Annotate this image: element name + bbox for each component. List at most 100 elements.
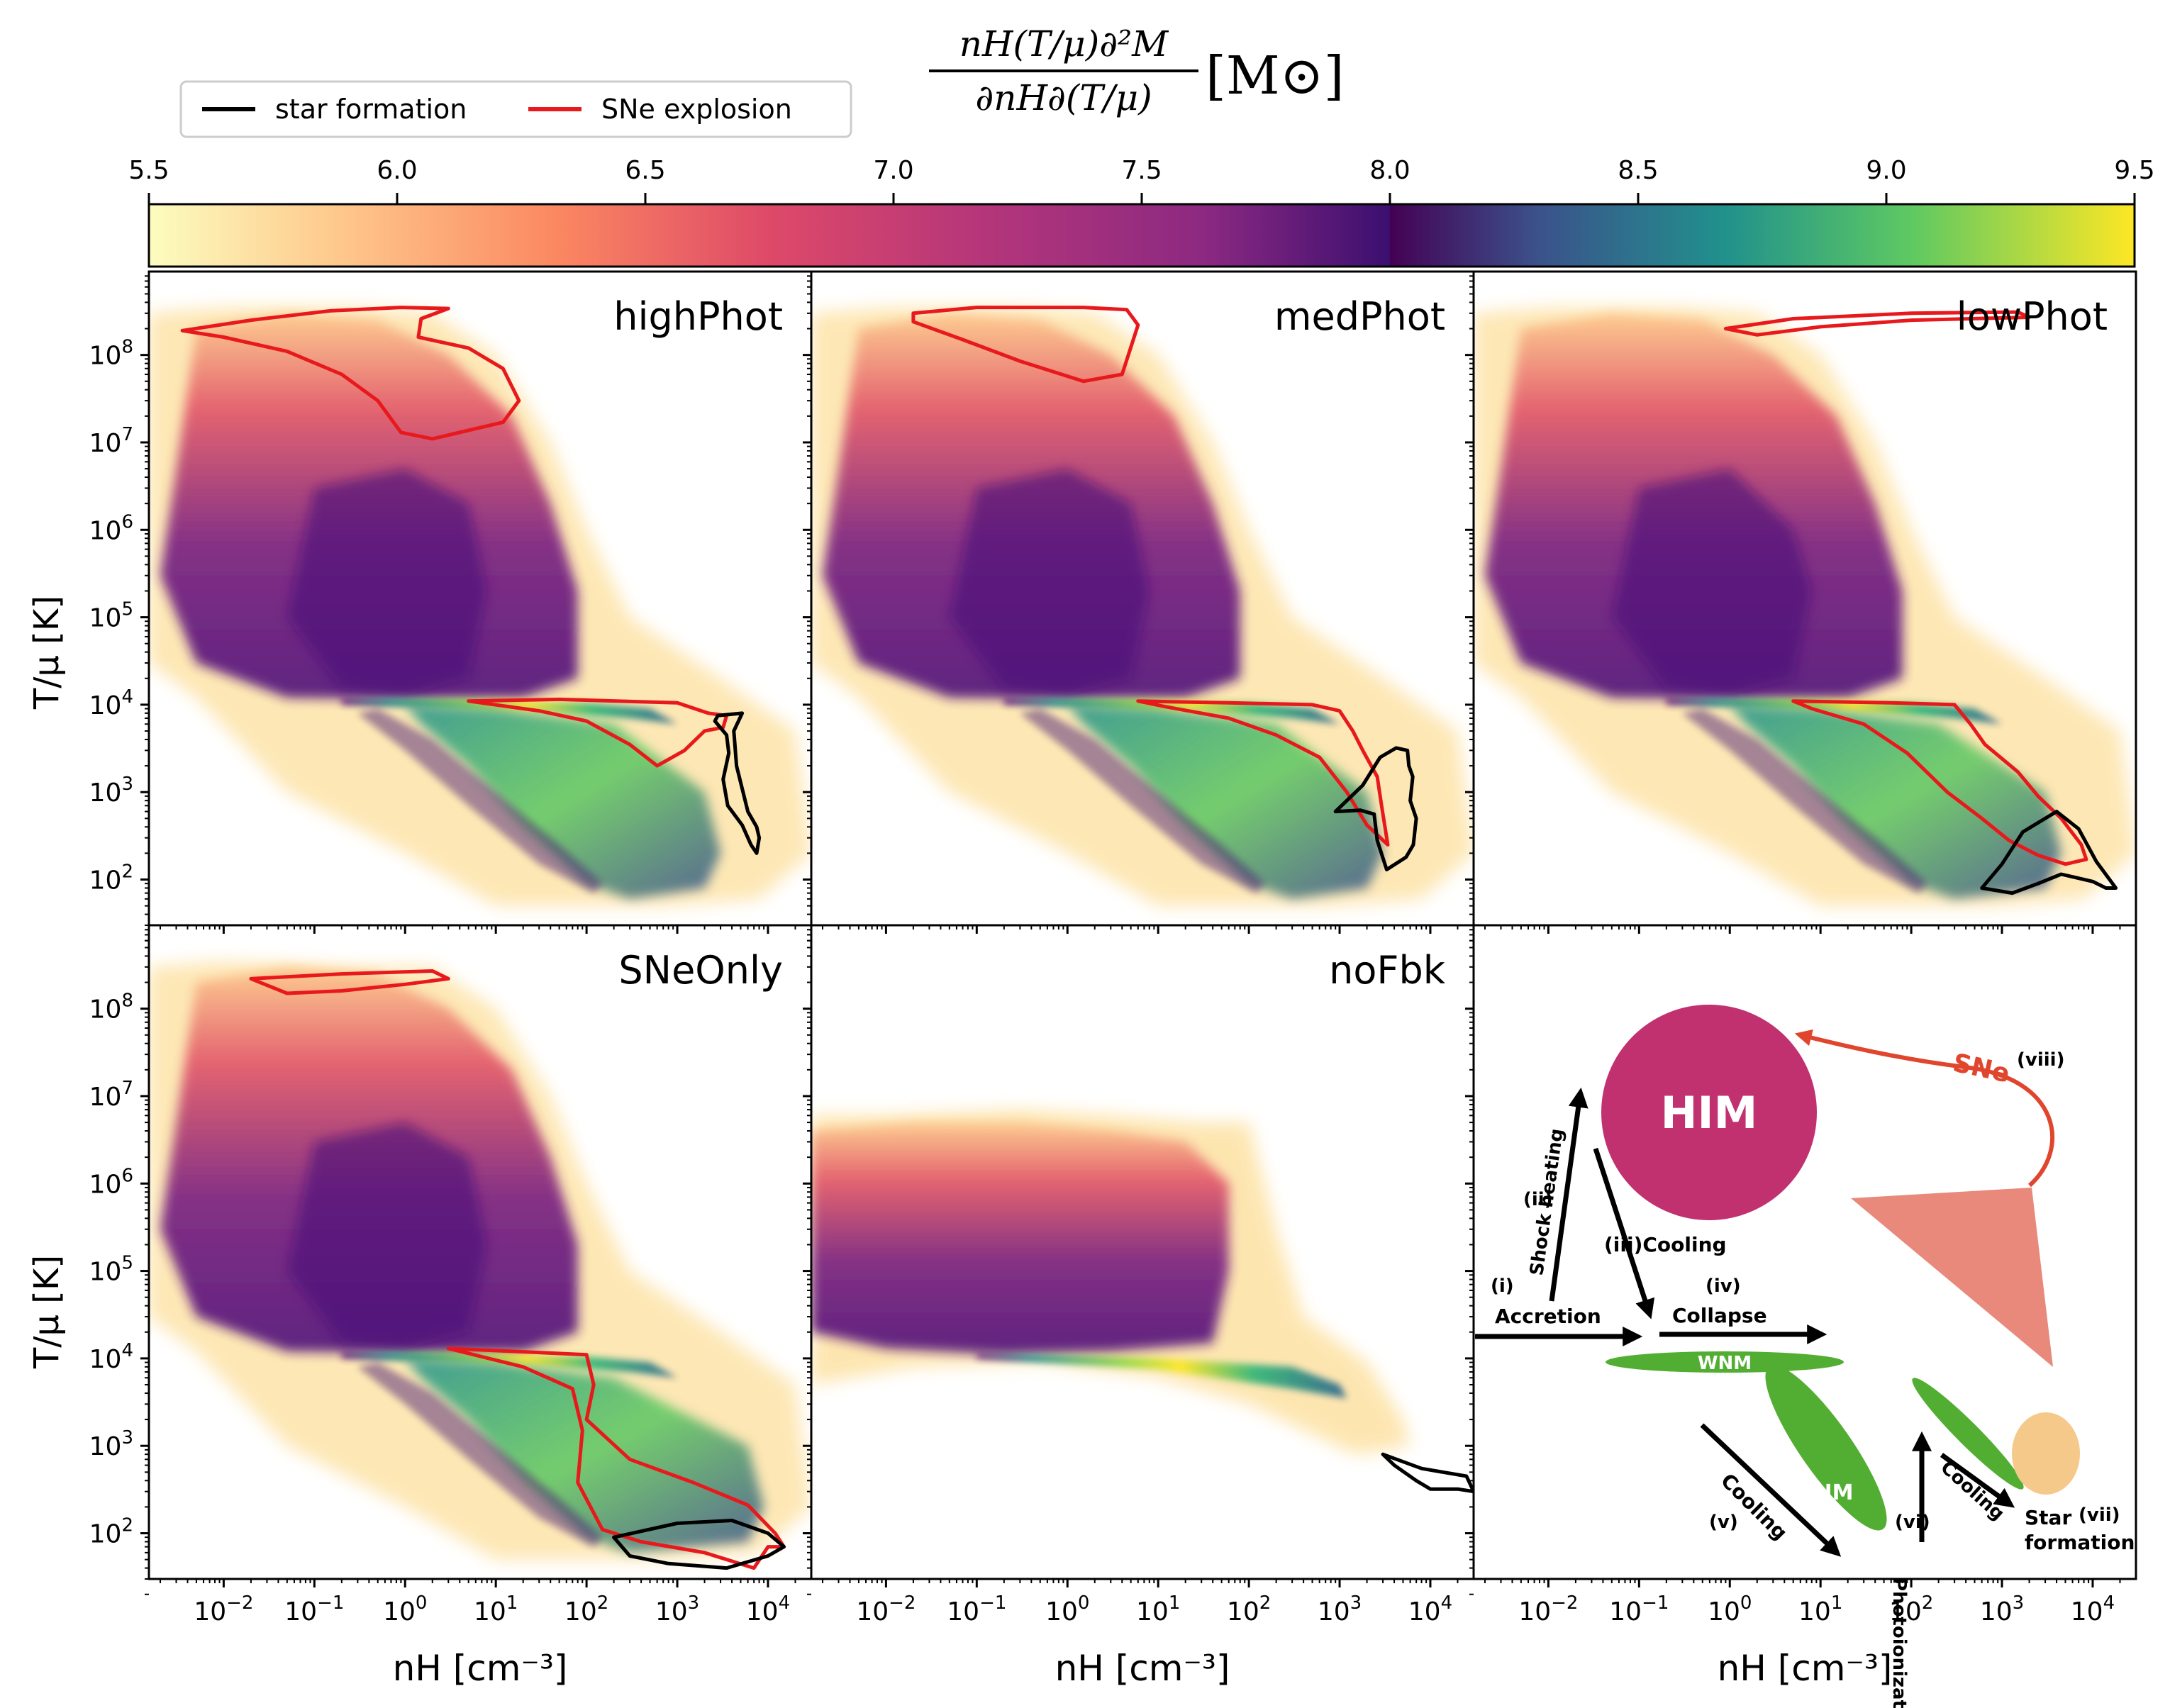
cooling-arrow-vi xyxy=(1940,1453,2015,1508)
x-tick-label: 102 xyxy=(1889,1592,1933,1626)
legend-label-star-formation: star formation xyxy=(275,94,467,125)
colorbar-title-numerator: nH(T/μ)∂²M xyxy=(959,23,1169,65)
density-cold-phase xyxy=(1067,704,1384,899)
colorbar-viridis xyxy=(1390,204,2135,267)
x-tick-label: 104 xyxy=(1408,1592,1452,1626)
panel-highPhot: highPhot 108 107 106 105 104 103 102 xyxy=(89,270,813,942)
colorbar-tick-label: 8.0 xyxy=(1369,156,1410,185)
ylabel-bottom: T/μ [K] xyxy=(27,1255,67,1369)
sf-contour xyxy=(1381,1452,1474,1494)
cooling-label-iii: (iii)Cooling xyxy=(1604,1233,1727,1256)
sne-num: (viii) xyxy=(2017,1049,2064,1071)
colorbar-tick-label: 5.5 xyxy=(128,156,169,185)
accretion-label: Accretion xyxy=(1495,1305,1601,1328)
x-tick-label: 10−2 xyxy=(194,1592,253,1626)
cooling-num-v: (v) xyxy=(1709,1512,1738,1533)
panel-plot-area xyxy=(1474,307,2136,906)
collapse-label: Collapse xyxy=(1672,1304,1767,1327)
density-band xyxy=(976,1353,1347,1399)
x-tick-label: 10−1 xyxy=(1609,1592,1669,1626)
colorbar-tick-label: 7.5 xyxy=(1121,156,1162,185)
photoionization-num: (vi) xyxy=(1895,1512,1930,1533)
colorbar-tick-label: 7.0 xyxy=(873,156,913,185)
density-band xyxy=(341,698,677,725)
density-core xyxy=(286,469,487,695)
density-cooling-edge xyxy=(357,1362,603,1547)
wnm-label: WNM xyxy=(1698,1353,1752,1374)
sf-contour xyxy=(612,1519,786,1570)
xlabel: nH [cm⁻³] xyxy=(1718,1648,1893,1689)
panel-medPhot: medPhot xyxy=(803,270,1475,942)
x-tick-label: 103 xyxy=(655,1592,699,1626)
x-tick-label: 10−1 xyxy=(284,1592,344,1626)
colorbar-title-denominator: ∂nH∂(T/μ) xyxy=(975,77,1152,118)
y-tick-label: 105 xyxy=(89,599,133,633)
ylabel-top: T/μ [K] xyxy=(27,596,67,710)
x-tick-label: 10−1 xyxy=(947,1592,1006,1626)
colorbar-tick-label: 9.5 xyxy=(2114,156,2154,185)
him-circle xyxy=(1601,1005,1817,1220)
sne-arrow xyxy=(1794,1029,2054,1188)
y-tick-label: 104 xyxy=(89,1340,133,1374)
x-tick-label: 103 xyxy=(1980,1592,2024,1626)
sne-contour xyxy=(446,1346,786,1570)
colorbar-ticks: 5.5 6.0 6.5 7.0 7.5 8.0 8.5 9.0 9.5 xyxy=(128,156,2155,204)
colorbar-title-bar xyxy=(929,69,1198,72)
density-cooling-edge xyxy=(1682,708,1927,893)
sne-label: SNe xyxy=(1950,1049,2012,1089)
him-label: HIM xyxy=(1661,1087,1758,1139)
x-tick-label: 10−2 xyxy=(1518,1592,1578,1626)
sne-contour xyxy=(1136,699,1390,847)
cnm-ellipse xyxy=(1765,1365,1887,1531)
panel-title: noFbk xyxy=(1329,948,1446,993)
x-tick-label: 100 xyxy=(1708,1592,1752,1626)
colorbar-tick-label: 8.5 xyxy=(1618,156,1658,185)
accretion-num: (i) xyxy=(1491,1276,1514,1297)
density-core xyxy=(1611,469,1812,695)
legend-frame xyxy=(179,80,852,138)
panel-diagram: 10−2 10−1 100 101 102 103 104 HIM SNe (viii) WNM CN… xyxy=(1465,924,2137,1708)
sne-contour xyxy=(1723,310,2031,337)
x-tick-label: 101 xyxy=(1136,1592,1180,1626)
sf-contour xyxy=(1980,810,2118,895)
panel-title: lowPhot xyxy=(1957,294,2108,339)
collapse-num: (iv) xyxy=(1706,1276,1741,1297)
density-core xyxy=(286,1122,487,1349)
star-forming-core xyxy=(2012,1412,2080,1495)
panel-noFbk: noFbk 10−2 10−1 100 101 102 103 104 xyxy=(803,924,1475,1626)
cycle-diagram: 10−2 10−1 100 101 102 103 104 HIM SNe (viii) WNM CN… xyxy=(1465,924,2137,1708)
shock-heating-arrow xyxy=(1549,1087,1588,1302)
xlabel: nH [cm⁻³] xyxy=(1055,1648,1230,1689)
y-tick-label: 103 xyxy=(89,1427,133,1461)
panel-plot-area xyxy=(149,306,811,906)
y-tick-label: 108 xyxy=(89,337,133,371)
photoionization-label: Photoionization xyxy=(1888,1578,1910,1708)
colorbar-tick-label: 6.5 xyxy=(625,156,665,185)
colorbar-magma xyxy=(149,204,1390,267)
legend: star formation SNe explosion xyxy=(179,80,852,138)
panels: highPhot 108 107 106 105 104 103 102 medPhot lowP… xyxy=(89,270,2137,1626)
colorbar-tick-label: 6.0 xyxy=(377,156,417,185)
cooling-arrow-iii xyxy=(1593,1147,1655,1319)
sf-contour xyxy=(1333,746,1418,871)
density-core xyxy=(949,469,1150,695)
colorbar-title-fraction: nH(T/μ)∂²M ∂nH∂(T/μ) xyxy=(929,21,1198,121)
x-tick-label: 102 xyxy=(1227,1592,1271,1626)
density-plume xyxy=(811,1122,1229,1355)
panel-plot-area xyxy=(811,306,1474,906)
xlabel: nH [cm⁻³] xyxy=(393,1648,568,1689)
colorbar-title: nH(T/μ)∂²M ∂nH∂(T/μ) [M⊙] xyxy=(908,21,1404,121)
y-tick-label: 102 xyxy=(89,1515,133,1549)
cooling-arrow-v xyxy=(1700,1423,1842,1557)
star-label: Star xyxy=(2025,1506,2071,1529)
wnm-ellipse xyxy=(1606,1351,1844,1373)
x-tick-label: 101 xyxy=(1798,1592,1842,1626)
x-tick-label: 10−2 xyxy=(856,1592,916,1626)
x-tick-label: 100 xyxy=(1045,1592,1089,1626)
axes-frame xyxy=(1472,924,2137,1580)
y-tick-label: 108 xyxy=(89,990,133,1025)
y-tick-label: 105 xyxy=(89,1253,133,1287)
sf-triangle xyxy=(1851,1188,2053,1367)
shock-num: (ii) xyxy=(1523,1189,1553,1210)
